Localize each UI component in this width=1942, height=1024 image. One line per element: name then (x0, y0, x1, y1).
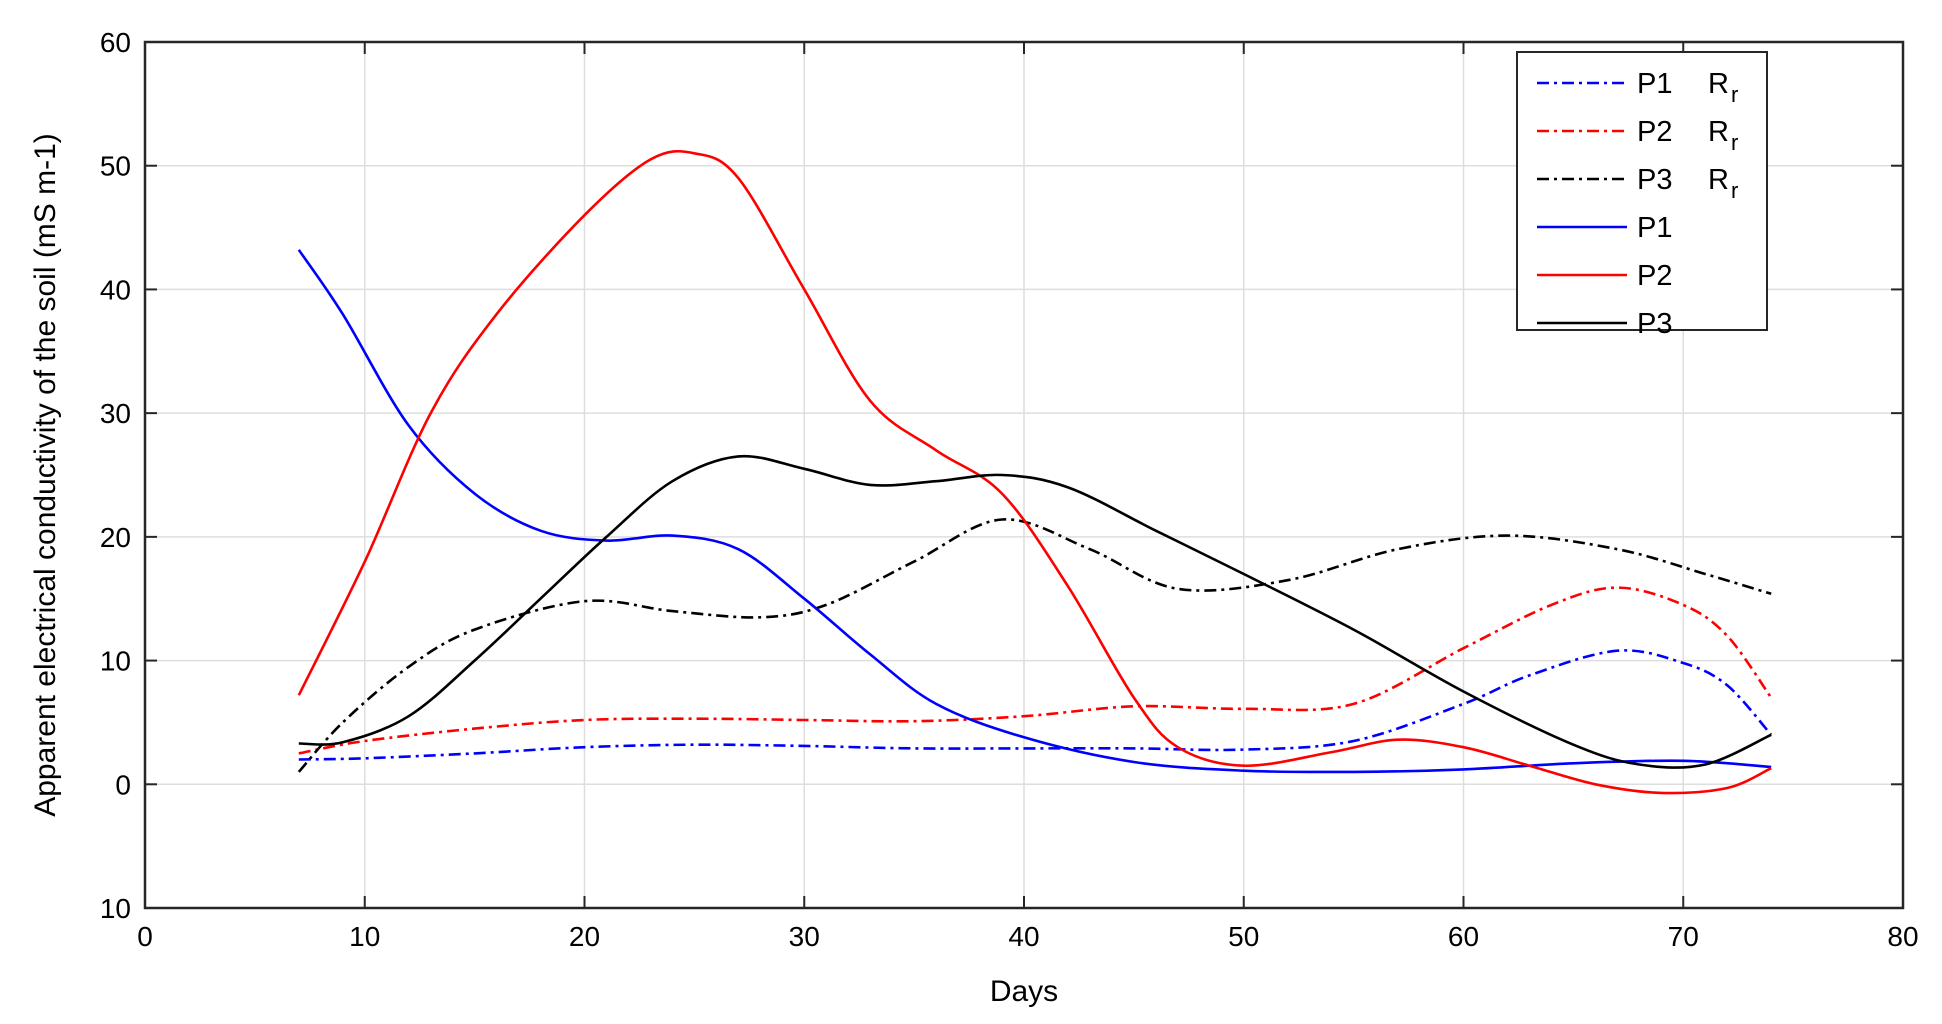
x-axis-label: Days (990, 975, 1058, 1008)
series-line-p2 (297, 149, 1772, 795)
legend-label: P2 (1637, 260, 1672, 292)
y-axis-label: Apparent electrical conductivity of the … (29, 133, 62, 817)
x-tick-label: 50 (1228, 921, 1259, 952)
legend-suffix: R (1708, 116, 1729, 148)
legend-suffix: R (1708, 164, 1729, 196)
series-line-p3 (298, 454, 1772, 769)
legend-label: P3 (1637, 164, 1672, 196)
legend-label: P2 (1637, 116, 1672, 148)
y-tick-label: 0 (115, 769, 131, 800)
legend-suffix-subscript: r (1731, 130, 1738, 155)
y-tick-label: 60 (100, 27, 131, 58)
series-line-p3-rr (297, 518, 1772, 773)
x-tick-label: 30 (789, 921, 820, 952)
y-tick-label: 30 (100, 398, 131, 429)
legend-box (1516, 51, 1768, 331)
x-tick-label: 60 (1448, 921, 1479, 952)
series-line-p2-rr (298, 586, 1773, 755)
legend-label: P1 (1637, 212, 1672, 244)
y-tick-label: 20 (100, 522, 131, 553)
x-tick-label: 0 (137, 921, 153, 952)
series-line-p1-rr (298, 649, 1773, 761)
ticks (144, 41, 1904, 909)
x-tick-label: 80 (1887, 921, 1918, 952)
y-tick-label: 10 (100, 646, 131, 677)
x-tick-label: 20 (569, 921, 600, 952)
grid (145, 42, 1903, 908)
x-tick-label: 10 (349, 921, 380, 952)
legend-label: P1 (1637, 68, 1672, 100)
y-tick-label: 50 (100, 151, 131, 182)
series-layer (297, 149, 1773, 795)
legend-label: P3 (1637, 308, 1672, 340)
legend-suffix-subscript: r (1731, 178, 1738, 203)
y-tick-label: 10 (100, 893, 131, 924)
legend-suffix: R (1708, 68, 1729, 100)
legend-suffix-subscript: r (1731, 82, 1738, 107)
x-tick-label: 40 (1008, 921, 1039, 952)
series-line-p1 (297, 249, 1772, 774)
y-tick-label: 40 (100, 274, 131, 305)
x-tick-label: 70 (1668, 921, 1699, 952)
